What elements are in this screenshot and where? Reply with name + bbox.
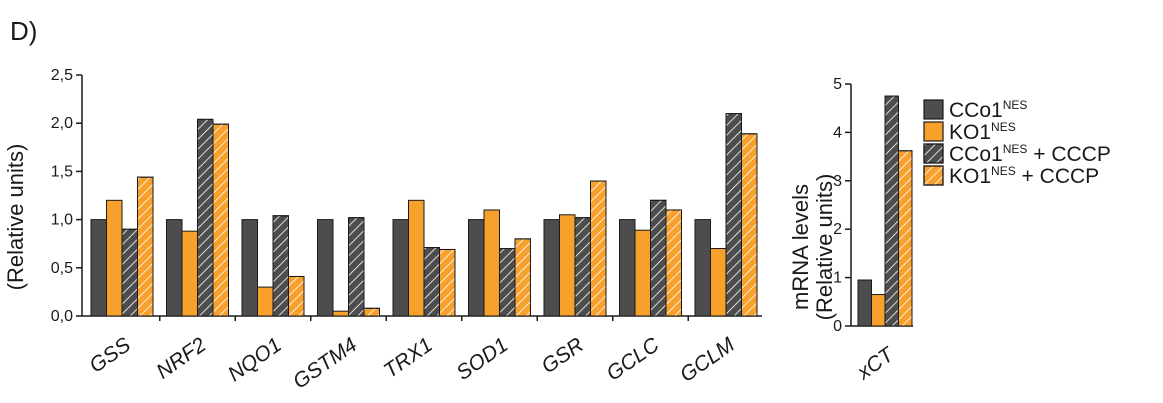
bar-hatch xyxy=(288,275,305,317)
category-label: NQO1 xyxy=(224,333,286,386)
bar-hatch xyxy=(197,118,214,317)
bar xyxy=(710,248,727,317)
y-axis-ticks: 0 1 2 3 4 5 xyxy=(833,76,913,335)
bar xyxy=(181,230,198,317)
bar xyxy=(619,219,636,317)
bar-hatch xyxy=(439,248,456,317)
y-tick-label: 1,5 xyxy=(51,163,73,180)
bar xyxy=(241,219,258,317)
legend-swatch-hatch xyxy=(923,165,944,186)
bar-hatch xyxy=(121,228,138,317)
bar-hatch xyxy=(590,180,607,317)
bar xyxy=(106,199,123,317)
y-tick-label: 0 xyxy=(833,318,842,335)
y-axis-label-line2: (Relative units) xyxy=(812,174,837,321)
y-tick-label: 0,5 xyxy=(51,260,73,277)
bar xyxy=(634,229,651,317)
y-tick-label: 2,5 xyxy=(51,67,73,84)
bar xyxy=(408,199,425,317)
bar-hatch xyxy=(272,215,289,317)
y-axis-label: (Relative units) xyxy=(3,144,28,291)
legend-swatch xyxy=(923,99,944,120)
bar-hatch xyxy=(499,248,516,317)
category-label: xCT xyxy=(852,342,899,385)
legend-label: CCo1NES xyxy=(949,98,1027,122)
bar xyxy=(166,219,183,317)
y-axis-label-line1: mRNA levels xyxy=(788,184,813,310)
category-labels: xCT xyxy=(852,342,899,385)
bar xyxy=(543,219,560,317)
bar xyxy=(332,310,349,317)
bar-hatch xyxy=(665,209,682,317)
category-label: NRF2 xyxy=(152,333,210,383)
bar-hatch xyxy=(363,307,380,317)
bar-hatch xyxy=(348,217,365,317)
bar xyxy=(559,214,576,317)
bar-hatch xyxy=(650,199,667,317)
bar-hatch xyxy=(884,95,899,327)
y-tick-label: 1,0 xyxy=(51,212,73,229)
bar-hatch xyxy=(423,247,440,317)
category-label: GSTM4 xyxy=(289,333,361,393)
bar-hatch xyxy=(574,217,591,317)
bar-hatch xyxy=(725,113,742,317)
legend-label: KO1NES + CCCP xyxy=(949,164,1099,188)
bar-group xyxy=(857,95,913,327)
bar xyxy=(483,209,500,317)
panel-label: D) xyxy=(10,16,37,46)
bar xyxy=(857,279,872,327)
bar xyxy=(871,294,886,327)
xct-expression-chart: mRNA levels (Relative units) 0 1 2 3 4 5 xCT xyxy=(788,76,913,385)
category-label: GSR xyxy=(537,333,587,378)
bar-hatch xyxy=(212,123,229,317)
category-label: GCLM xyxy=(676,333,739,387)
bar-hatch xyxy=(898,150,913,327)
y-tick-label: 2,0 xyxy=(51,115,73,132)
y-tick-label: 2 xyxy=(833,221,842,238)
bar xyxy=(392,219,409,317)
y-tick-label: 1 xyxy=(833,270,842,287)
category-label: GCLC xyxy=(602,333,664,386)
y-tick-label: 5 xyxy=(833,76,842,93)
bar xyxy=(317,219,334,317)
legend-label: CCo1NES + CCCP xyxy=(949,142,1111,166)
y-tick-label: 3 xyxy=(833,173,842,190)
y-tick-label: 4 xyxy=(833,124,842,141)
bar xyxy=(694,219,711,317)
bar-hatch xyxy=(137,176,154,317)
category-label: GSS xyxy=(85,333,135,377)
y-tick-label: 0,0 xyxy=(51,308,73,325)
bar xyxy=(90,219,107,317)
bar xyxy=(257,286,274,317)
legend-label: KO1NES xyxy=(949,120,1016,144)
bar-hatch xyxy=(741,133,758,317)
legend-swatch xyxy=(923,121,944,142)
category-labels: GSS NRF2 NQO1 GSTM4 TRX1 SOD1 GSR GCLC GCLM xyxy=(85,333,739,394)
category-label: TRX1 xyxy=(380,333,437,383)
legend-swatch-hatch xyxy=(923,143,944,164)
bar xyxy=(468,219,485,317)
category-label: SOD1 xyxy=(452,333,512,385)
bar-group xyxy=(90,113,758,317)
gene-expression-chart: (Relative units) 0,0 0,5 1,0 1,5 2,0 2,5 GSS N… xyxy=(3,67,762,394)
bar-hatch xyxy=(514,238,531,317)
